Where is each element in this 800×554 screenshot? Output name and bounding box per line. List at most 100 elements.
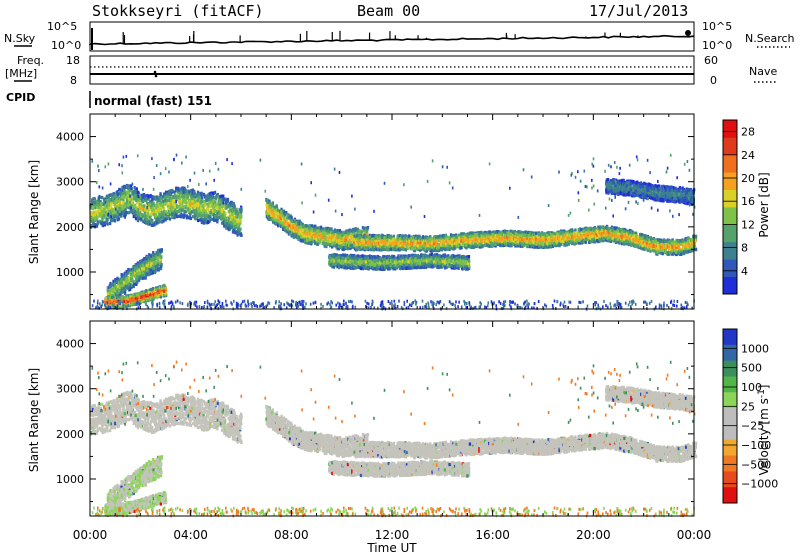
power-cell	[145, 197, 147, 200]
power-cell	[148, 220, 150, 223]
power-cell	[144, 194, 146, 197]
power-cell	[120, 281, 122, 284]
power-cell	[152, 202, 154, 205]
power-cell	[136, 272, 138, 275]
date-title: 17/Jul/2013	[589, 2, 688, 20]
power-cell	[130, 187, 132, 190]
power-data-cells	[89, 154, 697, 311]
power-cell	[234, 231, 236, 234]
power-cell	[171, 207, 173, 210]
power-cell	[122, 201, 124, 204]
power-cell	[111, 289, 113, 292]
power-cell	[96, 200, 98, 203]
power-cell	[184, 210, 186, 213]
power-cell	[180, 191, 182, 194]
freq-tick-bottom: 8	[70, 74, 77, 87]
power-cell	[239, 219, 241, 222]
power-cell	[210, 201, 212, 204]
power-cell	[200, 192, 202, 195]
power-cell	[201, 196, 203, 199]
power-cell	[124, 291, 126, 294]
power-cell	[197, 219, 199, 222]
power-cell	[211, 204, 213, 207]
power-cell	[174, 205, 176, 208]
power-cell	[139, 211, 141, 214]
power-cell	[149, 200, 151, 203]
power-cell	[201, 200, 203, 203]
power-cell	[135, 207, 137, 210]
power-cell	[122, 207, 124, 210]
power-cell	[151, 195, 153, 198]
power-cell	[136, 280, 138, 283]
freq-label-1: Freq.	[17, 54, 44, 67]
power-cell	[139, 272, 141, 275]
nsearch-tick-top: 10^5	[702, 20, 732, 33]
power-cell	[160, 263, 162, 266]
power-cell	[155, 204, 157, 207]
power-cell	[147, 215, 149, 218]
power-cell	[121, 273, 123, 276]
freq-outlier	[154, 71, 157, 74]
power-cell	[155, 214, 157, 217]
power-cell	[153, 261, 155, 264]
power-cell	[109, 222, 111, 225]
freq-tick-top: 18	[66, 54, 80, 67]
power-cell	[191, 200, 193, 203]
nave-tick-top: 60	[704, 54, 718, 67]
power-cell	[240, 207, 242, 210]
power-cell	[203, 193, 205, 196]
power-cell	[236, 211, 238, 214]
power-cell	[157, 251, 159, 254]
power-cell	[134, 194, 136, 197]
power-cell	[117, 193, 119, 196]
power-cell	[98, 209, 100, 212]
power-cell	[138, 277, 140, 280]
power-cell	[219, 199, 221, 202]
power-cell	[166, 195, 168, 198]
power-cell	[150, 263, 152, 266]
power-cell	[236, 220, 238, 223]
power-cell	[216, 220, 218, 223]
power-cell	[157, 208, 159, 211]
power-cell	[212, 200, 214, 203]
power-cell	[225, 199, 227, 202]
nsky-end-marker	[685, 30, 691, 36]
power-cell	[207, 221, 209, 224]
power-cell	[123, 185, 125, 188]
power-cell	[128, 203, 130, 206]
power-cell	[159, 192, 161, 195]
power-cell	[123, 190, 125, 193]
power-cell	[178, 189, 180, 192]
power-cell	[167, 216, 169, 219]
power-cell	[146, 255, 148, 258]
power-cell	[131, 201, 133, 204]
power-cell	[157, 259, 159, 262]
power-cell	[154, 270, 156, 273]
cpid-label: CPID	[6, 91, 35, 104]
power-cell	[157, 268, 159, 271]
power-cell	[118, 207, 120, 210]
power-panel: 1000200030004000 Slant Range [km]	[27, 114, 697, 311]
power-cell	[231, 213, 233, 216]
power-cell	[111, 202, 113, 205]
nsearch-tick-bottom: 10^0	[702, 39, 732, 52]
freq-label-2: [MHz]	[5, 67, 37, 80]
power-cell	[121, 195, 123, 198]
power-cell	[171, 189, 173, 192]
power-cell	[137, 191, 139, 194]
power-cell	[143, 267, 145, 270]
power-cell	[175, 195, 177, 198]
power-cell	[152, 257, 154, 260]
power-cell	[157, 219, 159, 222]
power-cell	[109, 282, 111, 285]
power-cell	[233, 220, 235, 223]
power-cell	[230, 226, 232, 229]
nave-label: Nave	[749, 65, 777, 78]
power-cell	[119, 191, 121, 194]
freq-panel: Freq. [MHz] 18 8 60 0 Nave	[5, 54, 777, 87]
power-cell	[210, 211, 212, 214]
power-cell	[106, 219, 108, 222]
power-cell	[119, 213, 121, 216]
nsearch-label: N.Search	[745, 32, 795, 45]
power-cell	[182, 205, 184, 208]
